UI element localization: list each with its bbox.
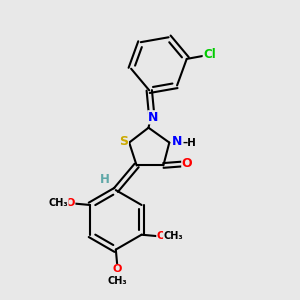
Text: O: O	[65, 199, 75, 208]
Text: –H: –H	[183, 138, 196, 148]
Text: N: N	[148, 111, 158, 124]
Text: CH₃: CH₃	[107, 276, 127, 286]
Text: S: S	[119, 135, 128, 148]
Text: CH₃: CH₃	[49, 199, 68, 208]
Text: Cl: Cl	[203, 48, 216, 61]
Text: H: H	[100, 173, 110, 186]
Text: O: O	[182, 157, 193, 170]
Text: O: O	[112, 265, 122, 275]
Text: CH₃: CH₃	[164, 231, 183, 241]
Text: N: N	[172, 136, 183, 148]
Text: O: O	[157, 231, 166, 241]
